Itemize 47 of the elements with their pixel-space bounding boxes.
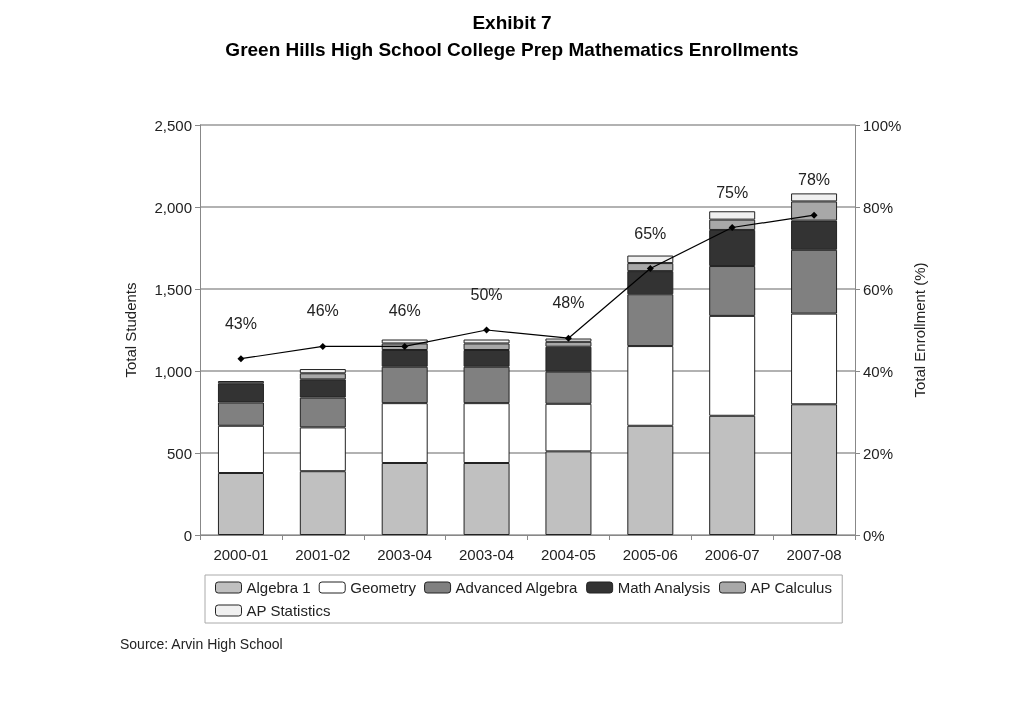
y-tick-label: 2,000: [154, 198, 192, 216]
chart-subtitle: Green Hills High School College Prep Mathematics Enrollments: [225, 39, 799, 60]
y2-tick-label: 60%: [863, 280, 894, 298]
legend-label: Math Analysis: [617, 579, 711, 596]
x-tick-label: 2005-06: [622, 546, 678, 563]
y-axis-title: Total Students: [122, 282, 139, 378]
data-label: 46%: [306, 302, 339, 320]
y2-tick-label: 40%: [863, 362, 894, 380]
point: [646, 265, 654, 272]
legend-label: Advanced Algebra: [455, 579, 578, 596]
x-tick-label: 2000-01: [213, 546, 269, 563]
data-label: 65%: [634, 224, 667, 242]
legend-label: AP Calculus: [750, 579, 832, 596]
legend-label: Geometry: [350, 579, 417, 596]
legend-label: Algebra 1: [246, 579, 311, 596]
y-tick-label: 2,500: [154, 116, 192, 134]
y-tick-label: 0: [183, 526, 192, 544]
y-tick-label: 1,000: [154, 362, 192, 380]
point: [483, 326, 491, 334]
point: [237, 355, 245, 363]
y2-tick-label: 100%: [863, 116, 902, 134]
point: [401, 342, 409, 350]
y2-axis-title: Total Enrollment (%): [911, 262, 929, 398]
data-label: 50%: [470, 286, 503, 303]
data-label: 43%: [224, 314, 257, 332]
data-label: 48%: [552, 294, 585, 312]
x-tick-label: 2003-04: [377, 546, 433, 563]
y2-tick-label: 20%: [863, 444, 894, 462]
x-tick-label: 2001-02: [295, 546, 351, 563]
y2-tick-label: 80%: [863, 198, 894, 216]
x-tick-label: 2004-05: [540, 546, 596, 563]
data-label: 75%: [716, 183, 749, 201]
y-tick-label: 1,500: [154, 280, 192, 298]
data-label: 78%: [798, 171, 831, 189]
source-note: Source: Arvin High School: [120, 636, 283, 652]
data-label: 46%: [388, 302, 421, 320]
point: [564, 334, 572, 342]
chart-title: Exhibit 7: [472, 12, 552, 33]
point: [319, 342, 327, 350]
point: [810, 211, 818, 219]
x-tick-label: 2003-04: [459, 546, 515, 563]
y-tick-label: 500: [166, 444, 192, 462]
y2-tick-label: 0%: [863, 526, 885, 544]
x-tick-label: 2006-07: [704, 546, 760, 563]
x-tick-label: 2007-08: [786, 546, 842, 563]
legend-label: AP Statistics: [246, 602, 331, 619]
point: [728, 224, 736, 231]
